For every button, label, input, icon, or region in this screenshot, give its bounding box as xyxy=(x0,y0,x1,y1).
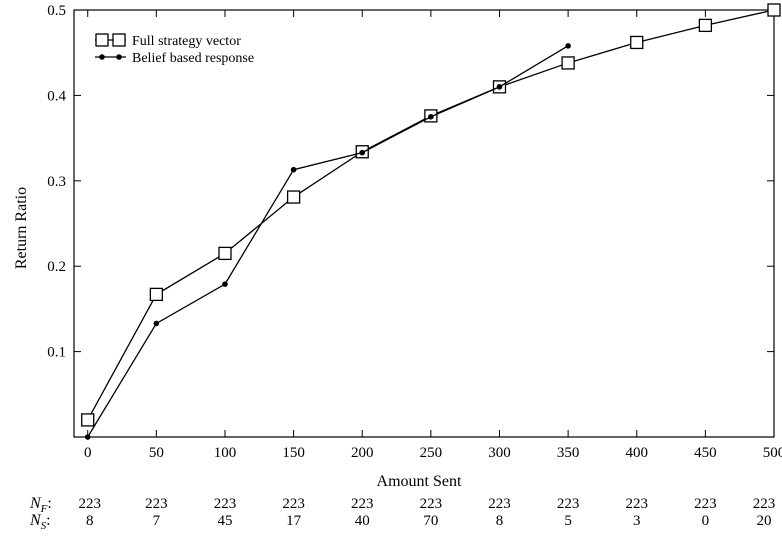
series-line-1 xyxy=(87,9,775,421)
count-value: 7 xyxy=(153,513,161,529)
data-point-square xyxy=(698,18,713,33)
count-value: 223 xyxy=(420,496,443,512)
count-value: 223 xyxy=(351,496,374,512)
data-point-dot xyxy=(84,434,91,440)
x-tick-label: 350 xyxy=(557,445,580,461)
data-point-dot xyxy=(428,113,434,120)
data-point-dot xyxy=(290,166,297,173)
x-tick-label: 450 xyxy=(694,445,717,461)
count-value: 223 xyxy=(78,496,101,512)
data-point-square xyxy=(149,287,164,302)
data-point-square xyxy=(81,413,95,427)
legend-marker-dot xyxy=(99,54,105,60)
count-value: 8 xyxy=(496,513,504,529)
y-tick-label: 0.1 xyxy=(47,345,66,361)
y-tick-label: 0.2 xyxy=(47,259,66,275)
chart-legend: Full strategy vector Belief based respons… xyxy=(95,33,254,66)
y-axis-label: Return Ratio xyxy=(13,187,30,269)
legend-label: Full strategy vector xyxy=(132,34,241,49)
x-tick-label: 50 xyxy=(149,445,164,461)
data-point-dot xyxy=(565,43,571,49)
count-row-label: NS: xyxy=(29,512,51,532)
x-tick-label: 0 xyxy=(84,445,92,461)
count-value: 20 xyxy=(757,513,772,529)
x-tick-label: 200 xyxy=(351,445,374,461)
data-point-dot xyxy=(359,149,366,156)
x-tick-label: 150 xyxy=(282,445,305,461)
count-value: 223 xyxy=(557,496,580,512)
count-value: 223 xyxy=(625,496,648,512)
series-line-2 xyxy=(87,45,569,438)
x-tick-label: 300 xyxy=(488,445,511,461)
count-value: 0 xyxy=(702,513,710,529)
count-table: NF: 223 223 223 223 223 223 223 223 223 223 223 NS: 8… xyxy=(29,495,775,532)
count-value: 40 xyxy=(355,513,370,529)
count-value: 45 xyxy=(217,513,232,529)
count-value: 223 xyxy=(753,496,776,512)
count-value: 223 xyxy=(282,496,305,512)
count-value: 223 xyxy=(694,496,717,512)
data-point-square xyxy=(218,246,232,261)
y-tick-label: 0.5 xyxy=(47,3,66,19)
legend-marker-square xyxy=(95,33,109,47)
count-value: 70 xyxy=(423,513,438,529)
count-value: 8 xyxy=(86,513,94,529)
data-point-dot xyxy=(222,281,228,287)
y-tick-label: 0.3 xyxy=(47,174,66,190)
legend-marker-dot xyxy=(116,54,122,60)
count-row-label: NF: xyxy=(29,495,52,515)
data-point-dot xyxy=(496,84,503,90)
y-tick-label: 0.4 xyxy=(47,88,66,104)
x-tick-label: 400 xyxy=(625,445,648,461)
x-tick-label: 250 xyxy=(420,445,443,461)
chart-series xyxy=(81,3,781,440)
chart-ticks: 0 50 100 150 200 250 300 350 400 450 500 0.1 0.2 0.3 0… xyxy=(47,3,782,461)
legend-marker-square xyxy=(112,33,126,47)
data-point-square xyxy=(561,56,575,70)
legend-label: Belief based response xyxy=(132,51,254,66)
data-point-square xyxy=(286,190,301,204)
count-value: 3 xyxy=(633,513,641,529)
count-value: 223 xyxy=(488,496,511,512)
data-point-dot xyxy=(153,320,160,327)
x-tick-label: 100 xyxy=(214,445,237,461)
count-value: 17 xyxy=(286,513,302,529)
count-value: 223 xyxy=(145,496,168,512)
x-tick-label: 500 xyxy=(763,445,782,461)
chart-axes xyxy=(73,9,775,438)
plot-frame xyxy=(73,9,775,438)
count-value: 5 xyxy=(564,513,572,529)
data-point-square xyxy=(630,35,644,50)
count-value: 223 xyxy=(214,496,237,512)
data-point-square xyxy=(767,3,781,17)
x-axis-label: Amount Sent xyxy=(377,473,462,490)
